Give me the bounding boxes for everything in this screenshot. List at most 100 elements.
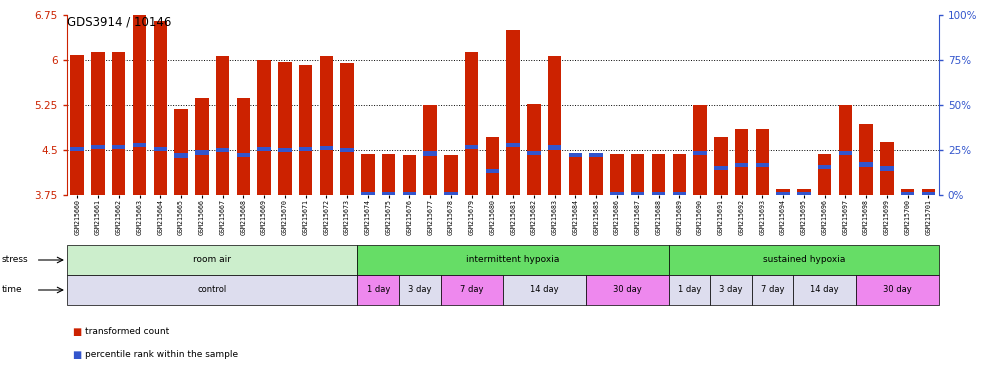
Bar: [569, 154, 582, 195]
Bar: [672, 192, 686, 197]
Bar: [735, 129, 748, 195]
Bar: [793, 275, 856, 305]
Bar: [174, 109, 188, 195]
Bar: [693, 105, 707, 195]
Bar: [358, 275, 399, 305]
Bar: [672, 154, 686, 195]
Bar: [195, 98, 208, 195]
Bar: [586, 275, 668, 305]
Bar: [153, 147, 167, 151]
Bar: [358, 245, 668, 275]
Bar: [319, 146, 333, 150]
Bar: [922, 192, 935, 197]
Bar: [195, 150, 208, 154]
Bar: [112, 51, 126, 195]
Bar: [859, 162, 873, 167]
Bar: [818, 154, 832, 195]
Bar: [818, 165, 832, 169]
Bar: [237, 153, 250, 157]
Text: 14 day: 14 day: [530, 285, 558, 295]
Text: transformed count: transformed count: [85, 328, 169, 336]
Bar: [91, 145, 105, 149]
Bar: [610, 192, 624, 197]
Bar: [631, 154, 645, 195]
Bar: [444, 192, 458, 197]
Bar: [278, 148, 292, 152]
Bar: [67, 245, 358, 275]
Bar: [216, 148, 229, 152]
Bar: [880, 167, 894, 171]
Bar: [922, 189, 935, 195]
Text: 3 day: 3 day: [408, 285, 432, 295]
Text: 1 day: 1 day: [678, 285, 701, 295]
Text: intermittent hypoxia: intermittent hypoxia: [467, 255, 560, 265]
Bar: [361, 192, 375, 197]
Text: 30 day: 30 day: [613, 285, 642, 295]
Bar: [752, 275, 793, 305]
Bar: [900, 189, 914, 195]
Bar: [838, 151, 852, 155]
Bar: [797, 189, 811, 195]
Text: 7 day: 7 day: [761, 285, 784, 295]
Text: ■: ■: [72, 350, 81, 360]
Bar: [856, 275, 939, 305]
Bar: [569, 153, 582, 157]
Bar: [216, 56, 229, 195]
Bar: [506, 30, 520, 195]
Bar: [693, 151, 707, 155]
Bar: [631, 192, 645, 197]
Bar: [403, 192, 416, 197]
Text: time: time: [2, 285, 23, 295]
Bar: [900, 192, 914, 197]
Text: percentile rank within the sample: percentile rank within the sample: [85, 351, 238, 359]
Bar: [527, 151, 541, 155]
Bar: [174, 153, 188, 157]
Bar: [133, 143, 146, 147]
Bar: [652, 154, 665, 195]
Bar: [797, 192, 811, 197]
Text: room air: room air: [194, 255, 231, 265]
Text: GDS3914 / 10146: GDS3914 / 10146: [67, 15, 171, 28]
Bar: [258, 60, 270, 195]
Bar: [67, 275, 358, 305]
Bar: [527, 104, 541, 195]
Bar: [465, 145, 479, 149]
Bar: [299, 147, 313, 151]
Bar: [444, 155, 458, 195]
Bar: [880, 142, 894, 195]
Bar: [777, 192, 789, 197]
Bar: [714, 166, 727, 170]
Bar: [859, 124, 873, 195]
Bar: [424, 105, 436, 195]
Text: control: control: [198, 285, 227, 295]
Text: 1 day: 1 day: [367, 285, 390, 295]
Bar: [71, 147, 84, 151]
Bar: [299, 65, 313, 195]
Bar: [590, 154, 603, 195]
Bar: [381, 192, 395, 197]
Bar: [756, 129, 769, 195]
Bar: [440, 275, 502, 305]
Bar: [590, 153, 603, 157]
Bar: [610, 154, 624, 195]
Bar: [399, 275, 440, 305]
Bar: [756, 163, 769, 167]
Bar: [133, 15, 146, 195]
Bar: [340, 148, 354, 152]
Bar: [838, 105, 852, 195]
Bar: [381, 154, 395, 195]
Bar: [668, 275, 711, 305]
Bar: [71, 55, 84, 195]
Bar: [153, 21, 167, 195]
Bar: [403, 155, 416, 195]
Text: 14 day: 14 day: [810, 285, 838, 295]
Bar: [652, 192, 665, 197]
Bar: [735, 163, 748, 167]
Bar: [465, 51, 479, 195]
Bar: [112, 145, 126, 149]
Bar: [668, 245, 939, 275]
Bar: [486, 169, 499, 173]
Bar: [711, 275, 752, 305]
Bar: [486, 137, 499, 195]
Bar: [340, 63, 354, 195]
